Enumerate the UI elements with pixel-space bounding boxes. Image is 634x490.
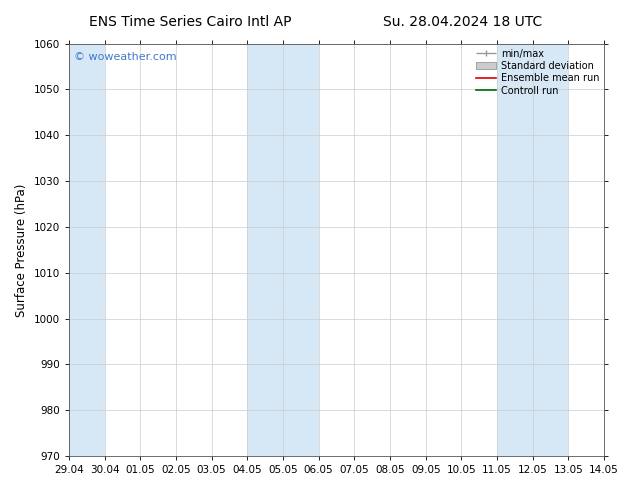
Legend: min/max, Standard deviation, Ensemble mean run, Controll run: min/max, Standard deviation, Ensemble me… [474,47,601,98]
Bar [497,44,569,456]
Text: ENS Time Series Cairo Intl AP: ENS Time Series Cairo Intl AP [89,15,292,29]
Text: Su. 28.04.2024 18 UTC: Su. 28.04.2024 18 UTC [383,15,543,29]
Y-axis label: Surface Pressure (hPa): Surface Pressure (hPa) [15,183,28,317]
Bar [247,44,319,456]
Bar [69,44,105,456]
Text: © woweather.com: © woweather.com [74,52,177,62]
